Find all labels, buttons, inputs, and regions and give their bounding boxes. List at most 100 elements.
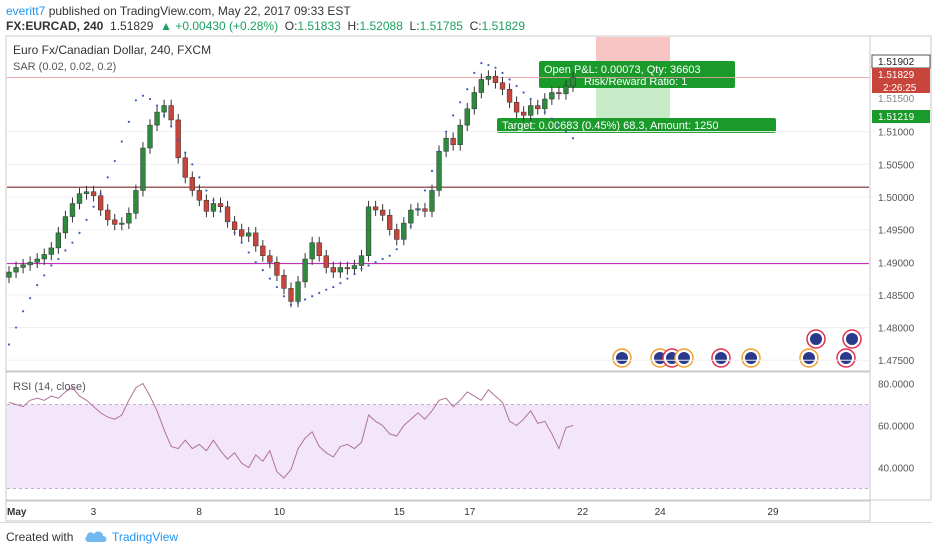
candle-body — [182, 157, 188, 178]
candle-body — [20, 264, 26, 268]
sar-dot — [71, 241, 74, 244]
candle-body — [337, 267, 344, 273]
candle-body — [443, 137, 449, 152]
sar-dot — [487, 63, 490, 67]
sar-dot — [254, 261, 257, 264]
price-pane[interactable] — [5, 35, 871, 372]
candle-body — [330, 267, 336, 273]
footer: Created with TradingView — [0, 522, 932, 551]
sar-dot — [120, 140, 123, 143]
candle-body — [69, 203, 76, 217]
sar-dot — [480, 62, 483, 65]
candle-body — [457, 124, 463, 145]
sar-dot — [494, 66, 497, 69]
sar-dot — [106, 176, 109, 179]
candle-body — [55, 232, 62, 249]
candle-body — [570, 77, 576, 87]
candle-body — [492, 75, 499, 83]
sar-dot — [99, 192, 102, 195]
sar-dot — [508, 78, 511, 81]
sar-dot — [85, 218, 88, 221]
candle-body — [239, 229, 245, 237]
sar-dot — [501, 71, 504, 75]
candle-body — [217, 203, 224, 208]
sar-dot — [134, 99, 137, 102]
sar-dot — [550, 117, 553, 120]
price-tag-target — [872, 110, 930, 123]
sar-dot — [543, 110, 546, 114]
x-tick-label: 22 — [577, 507, 589, 518]
price-tick-label: 1.48000 — [878, 324, 915, 335]
candle-body — [436, 151, 442, 191]
chart-area[interactable]: Euro Fx/Canadian Dollar, 240, FXCM SAR (… — [0, 0, 932, 522]
price-tick-label: 1.47500 — [878, 356, 915, 367]
tradingview-link[interactable]: TradingView — [112, 530, 179, 544]
countdown-text: 2:26:25 — [883, 83, 917, 94]
candle-body — [253, 232, 259, 247]
event-icon-inner — [846, 333, 858, 345]
sar-dot — [155, 104, 159, 107]
symbol-info: FX:EURCAD, 240 1.51829 ▲ +0.00430 (+0.28… — [6, 19, 525, 33]
candle-body — [542, 98, 548, 110]
created-with-text: Created with — [6, 530, 74, 544]
event-icon-inner — [616, 352, 628, 364]
candle-body — [119, 222, 125, 225]
sar-dot — [571, 137, 575, 140]
sar-dot — [240, 241, 243, 244]
sar-dot — [346, 277, 349, 280]
target-label-box[interactable] — [497, 118, 776, 133]
sar-dot — [289, 303, 293, 306]
sar-dot — [36, 284, 39, 287]
price-tag-target-text: 1.51219 — [878, 112, 915, 123]
event-icon-inner — [745, 352, 757, 364]
candle-body — [126, 213, 132, 224]
countdown-tag — [872, 81, 930, 93]
x-tick-label: 3 — [91, 507, 97, 518]
candle-body — [196, 190, 202, 201]
sar-dot — [339, 282, 342, 285]
publish-text: published on TradingView.com, May 22, 20… — [45, 4, 351, 18]
sar-dot — [381, 257, 384, 261]
tradingview-cloud-icon — [85, 531, 107, 542]
sar-dot — [529, 97, 532, 101]
candle-body — [6, 271, 12, 278]
candle-body — [231, 221, 238, 230]
candle-body — [295, 281, 301, 302]
candle-body — [471, 92, 477, 110]
time-axis[interactable] — [5, 500, 871, 522]
candle-body — [41, 254, 47, 260]
candle-body — [380, 209, 386, 216]
pnl-line1: Open P&L: 0.00073, Qty: 36603 — [544, 64, 701, 76]
sar-dot — [557, 124, 561, 127]
price-tick-label: 1.48500 — [878, 291, 915, 302]
candle-body — [499, 82, 506, 90]
sar-dot — [261, 269, 264, 272]
high-value: 1.52088 — [359, 19, 403, 33]
change-value: +0.00430 (+0.28%) — [175, 19, 279, 33]
high-label: H: — [347, 19, 360, 33]
x-tick-label: 15 — [394, 507, 406, 518]
author-link[interactable]: everitt7 — [6, 4, 46, 18]
rsi-band — [7, 404, 869, 489]
sar-dot — [367, 264, 370, 267]
event-icon-inner — [678, 352, 690, 364]
sar-dot — [268, 277, 271, 280]
open-value: 1.51833 — [297, 19, 341, 33]
up-arrow-icon: ▲ — [160, 19, 172, 33]
candle-body — [549, 92, 555, 100]
publish-info: everitt7 published on TradingView.com, M… — [6, 4, 351, 18]
economic-events[interactable] — [612, 329, 862, 368]
sar-dot — [22, 310, 25, 313]
x-tick-label: 8 — [196, 507, 202, 518]
x-tick-label: May — [7, 507, 27, 518]
sar-dot — [459, 101, 462, 104]
candle-body — [309, 242, 315, 260]
sar-dot — [416, 208, 419, 212]
pnl-label-box[interactable] — [539, 61, 735, 88]
close-value: 1.51829 — [481, 19, 526, 33]
x-tick-label: 24 — [655, 507, 667, 518]
sar-dot — [437, 150, 441, 153]
candle-body — [323, 255, 329, 268]
sar-dot — [170, 125, 173, 128]
sar-label: SAR (0.02, 0.02, 0.2) — [13, 61, 116, 73]
